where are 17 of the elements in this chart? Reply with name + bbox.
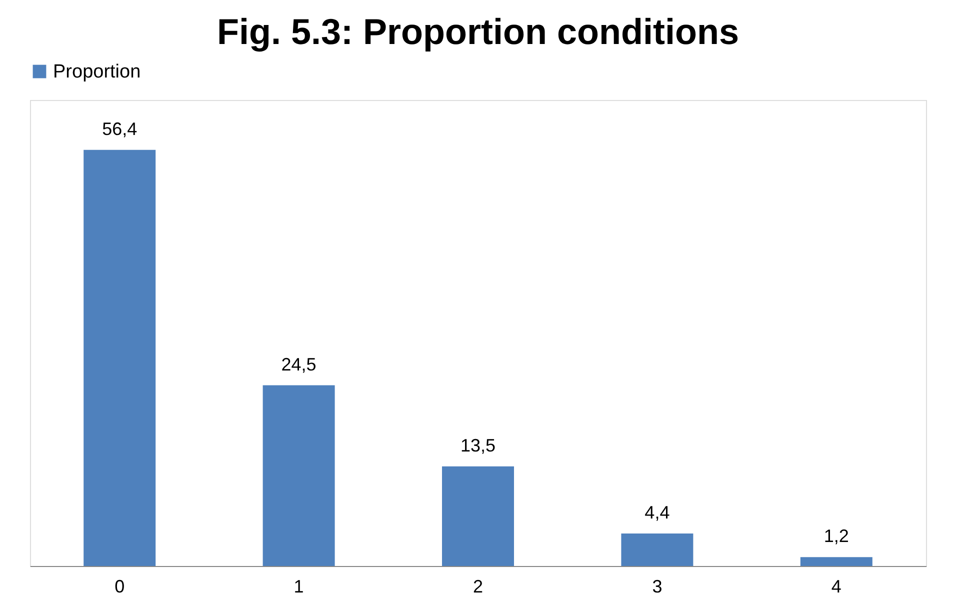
x-tick-label: 1: [294, 576, 304, 596]
bar: [442, 466, 514, 566]
data-label: 56,4: [102, 118, 138, 139]
x-tick-label: 4: [831, 576, 842, 596]
bar: [84, 150, 156, 566]
bar: [262, 385, 335, 566]
data-label: 24,5: [281, 354, 316, 374]
chart-title: Fig. 5.3: Proportion conditions: [217, 11, 739, 52]
legend-label: Proportion: [53, 62, 141, 82]
x-tick-label: 2: [472, 576, 484, 596]
bar: [621, 534, 694, 566]
bar: [800, 557, 872, 566]
data-label: 4,4: [644, 502, 670, 523]
data-label: 13,5: [460, 435, 496, 456]
x-tick-label: 0: [114, 576, 125, 596]
x-tick-label: 3: [652, 576, 662, 596]
data-label: 1,2: [824, 526, 849, 546]
